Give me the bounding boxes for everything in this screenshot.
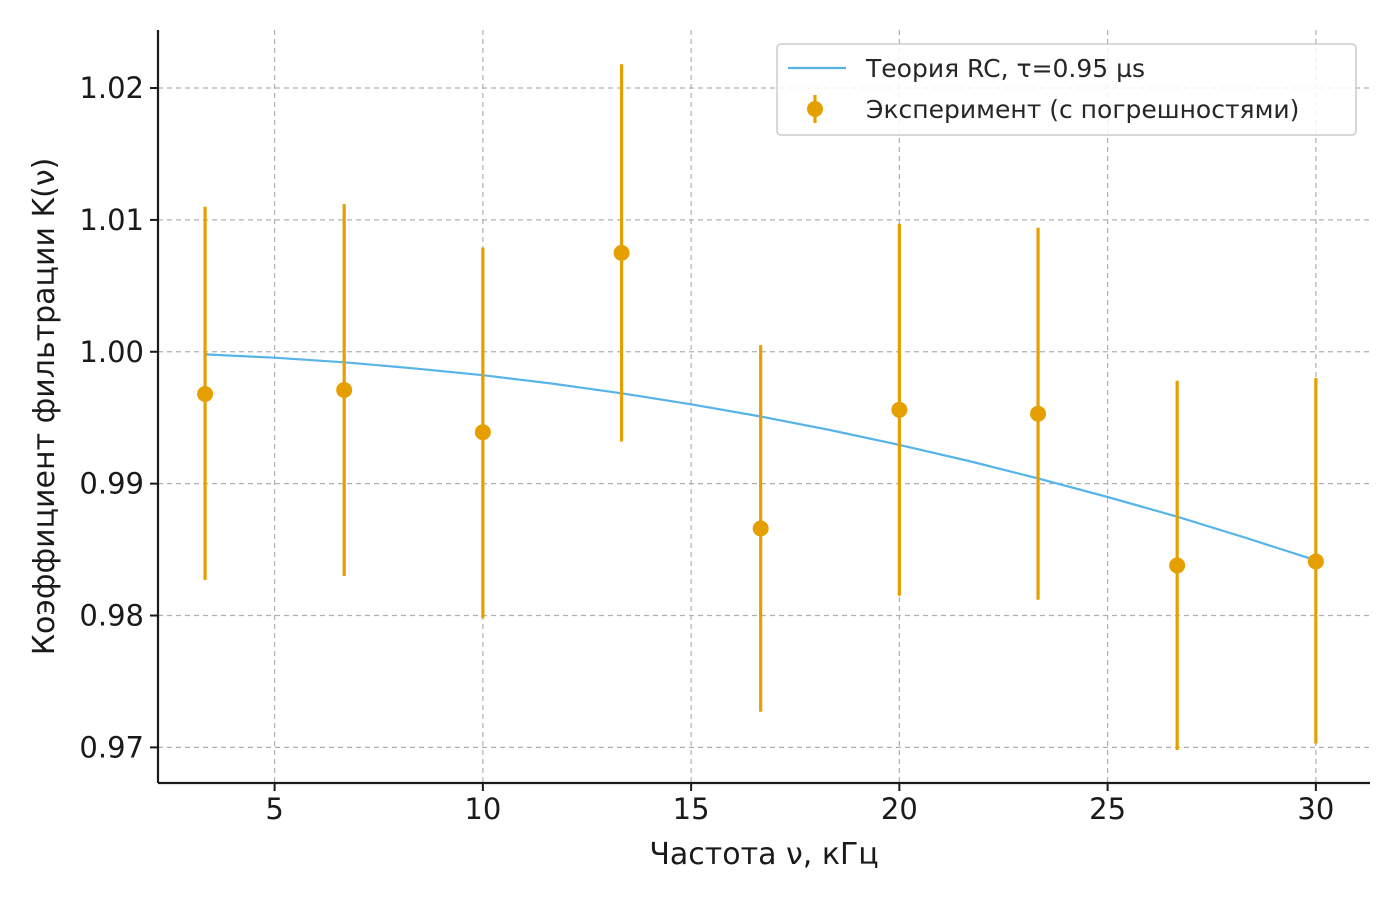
y-ticks: 0.97 0.98 0.99 1.00 1.01 1.02 xyxy=(79,71,158,764)
data-point xyxy=(1307,553,1324,570)
x-tick-label: 10 xyxy=(464,792,501,826)
axes xyxy=(156,30,1370,785)
y-tick-label: 1.00 xyxy=(79,335,144,369)
x-tick-label: 5 xyxy=(265,792,283,826)
x-ticks: 5 10 15 20 25 30 xyxy=(265,783,1334,826)
y-tick-label: 1.02 xyxy=(79,71,144,105)
y-tick-label: 1.01 xyxy=(79,203,144,237)
legend-experiment-marker xyxy=(807,101,823,117)
data-point xyxy=(474,424,491,441)
y-tick-label: 0.97 xyxy=(79,730,144,764)
legend: Теория RC, τ=0.95 µs Эксперимент (с погр… xyxy=(776,43,1357,136)
grid xyxy=(158,30,1370,783)
legend-experiment-label: Эксперимент (с погрешностями) xyxy=(866,95,1299,124)
x-tick-label: 30 xyxy=(1297,792,1334,826)
data-point xyxy=(1169,557,1186,574)
x-tick-label: 15 xyxy=(673,792,710,826)
y-tick-label: 0.98 xyxy=(79,599,144,633)
x-tick-label: 25 xyxy=(1089,792,1126,826)
experiment-series xyxy=(197,64,1324,751)
data-point xyxy=(1030,405,1047,422)
data-point xyxy=(752,520,769,537)
x-axis-label: Частота ν, кГц xyxy=(649,837,878,872)
data-point xyxy=(336,382,353,399)
x-tick-label: 20 xyxy=(881,792,918,826)
legend-theory-label: Теория RC, τ=0.95 µs xyxy=(865,54,1145,83)
data-point xyxy=(613,244,630,261)
y-axis-label: Коэффициент фильтрации K(ν) xyxy=(27,158,62,656)
y-tick-label: 0.99 xyxy=(79,467,144,501)
legend-box xyxy=(776,43,1357,136)
data-point xyxy=(197,385,214,402)
data-point xyxy=(891,401,908,418)
